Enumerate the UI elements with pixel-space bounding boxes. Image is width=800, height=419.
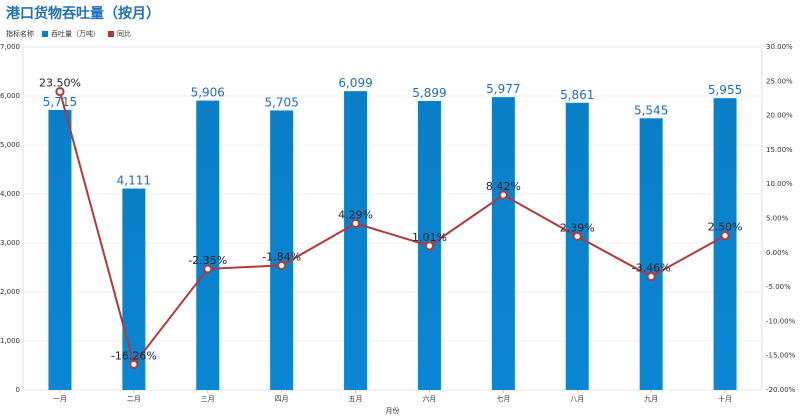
y-right-tick-label: 5.00% [766, 215, 789, 223]
bar [196, 100, 220, 390]
x-tick-label: 二月 [127, 395, 141, 403]
bar-data-label: 5,715 [43, 95, 77, 109]
x-tick-label: 八月 [570, 395, 584, 403]
y-left-tick-label: 1,000 [0, 337, 20, 345]
x-tick-label: 五月 [349, 395, 363, 403]
y-right-tick-label: 20.00% [766, 112, 793, 120]
x-tick-label: 四月 [275, 395, 289, 403]
yoy-point [203, 264, 213, 274]
yoy-point [646, 271, 656, 282]
legend-indicator-label: 指标名称 [6, 29, 34, 39]
legend-label-throughput: 吞吐量（万吨） [51, 30, 100, 38]
bar-data-label: 4,111 [117, 174, 151, 188]
bar-data-label: 6,099 [338, 76, 372, 90]
yoy-point [572, 231, 582, 242]
yoy-point [277, 260, 287, 271]
x-tick-label: 三月 [201, 395, 215, 403]
y-left-tick-label: 6,000 [0, 92, 20, 100]
legend: 指标名称 吞吐量（万吨） 同比 [6, 28, 139, 40]
bar [713, 98, 737, 390]
y-left-tick-label: 4,000 [0, 190, 20, 198]
y-right-tick-label: 30.00% [766, 43, 793, 51]
yoy-data-label: -3.46% [632, 262, 671, 275]
y-left-tick-label: 3,000 [0, 239, 20, 247]
bar-data-label: 5,545 [634, 103, 668, 117]
legend-item-yoy[interactable]: 同比 [108, 29, 131, 39]
y-right-tick-label: 10.00% [766, 180, 793, 188]
bar-data-label: 5,906 [191, 86, 225, 100]
yoy-point [55, 86, 65, 97]
bar-data-label: 5,705 [264, 95, 298, 109]
x-tick-label: 九月 [644, 394, 658, 403]
yoy-data-label: 4.29% [338, 208, 373, 221]
bar-data-label: 5,977 [486, 82, 520, 96]
bar [48, 109, 72, 390]
y-right-tick-label: -15.00% [766, 352, 796, 360]
yoy-point [720, 231, 730, 241]
yoy-data-label: -1.84% [262, 250, 301, 263]
y-right-tick-label: 0.00% [766, 249, 789, 257]
yoy-data-label: -2.35% [188, 254, 227, 267]
yoy-data-label: 23.50% [39, 77, 81, 90]
x-tick-label: 七月 [496, 394, 510, 403]
legend-swatch-throughput [42, 31, 48, 37]
yoy-data-label: 1.01% [412, 231, 447, 244]
yoy-data-label: -16.26% [111, 349, 157, 362]
y-right-tick-label: -20.00% [766, 386, 796, 394]
y-left-tick-label: 7,000 [0, 43, 20, 51]
legend-label-yoy: 同比 [117, 30, 131, 38]
y-left-tick-label: 5,000 [0, 141, 20, 149]
legend-item-throughput[interactable]: 吞吐量（万吨） [42, 29, 100, 39]
y-right-tick-label: -10.00% [766, 317, 796, 325]
legend-indicator-text: 指标名称 [6, 30, 34, 38]
bar-data-label: 5,899 [412, 86, 446, 100]
y-left-tick-label: 0 [16, 386, 20, 394]
bar [270, 110, 294, 390]
bar [565, 102, 589, 390]
y-right-tick-label: -5.00% [766, 283, 791, 291]
yoy-point [350, 218, 361, 228]
yoy-line [58, 91, 726, 367]
yoy-point [424, 241, 435, 251]
y-right-tick-label: 25.00% [766, 77, 793, 85]
bar [344, 91, 368, 391]
yoy-data-label: 8.42% [486, 180, 521, 193]
chart-title: 港口货物吞吐量（按月） [6, 6, 160, 22]
x-tick-label: 十月 [718, 394, 732, 403]
bar [639, 118, 663, 391]
yoy-point [498, 190, 508, 200]
yoy-data-label: 2.50% [708, 221, 743, 234]
bar-data-label: 5,955 [708, 83, 742, 97]
bar-data-label: 5,861 [560, 88, 594, 102]
x-axis-title: 月份 [386, 406, 400, 415]
bar [491, 97, 515, 390]
y-left-tick-label: 2,000 [0, 288, 20, 296]
legend-swatch-yoy [108, 31, 114, 37]
yoy-data-label: 2.39% [560, 221, 595, 234]
x-tick-label: 一月 [53, 395, 67, 403]
y-right-tick-label: 15.00% [766, 146, 793, 154]
x-tick-label: 六月 [422, 394, 436, 403]
yoy-point [129, 359, 139, 369]
